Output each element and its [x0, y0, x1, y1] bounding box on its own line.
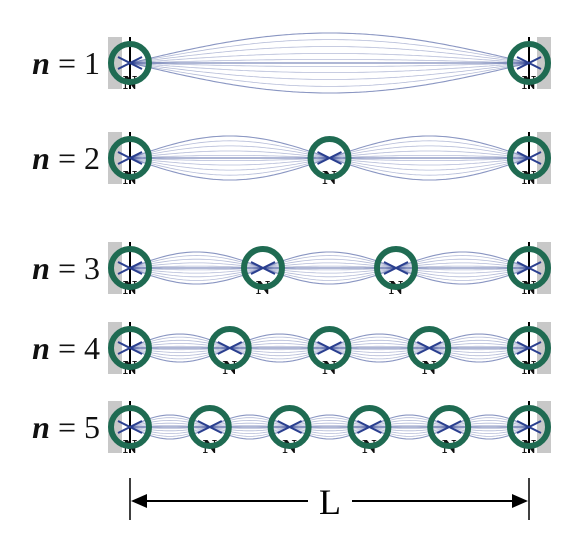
wave-envelope: [129, 262, 530, 274]
mode-row-3: N N N Nn = 3: [32, 242, 551, 299]
wave-envelope: [129, 62, 530, 67]
node-crossing: [516, 420, 542, 434]
node-circle: [241, 246, 285, 290]
node-circle: [108, 326, 152, 370]
node-circle: [507, 41, 551, 85]
mode-label: n = 1: [32, 45, 100, 81]
wave-envelope: [129, 265, 530, 271]
wave-envelope: [129, 419, 530, 435]
node-crossing: [317, 151, 342, 165]
wave-envelope: [129, 422, 530, 432]
node-crossing: [516, 151, 542, 165]
modes-layer: N Nn = 1 N N Nn = 2 N N N Nn = 3 N N N N Nn = 4 N N N N N N…: [32, 32, 551, 458]
wave-envelope: [129, 251, 530, 285]
wave-envelope: [129, 417, 530, 437]
wave-envelope: [129, 62, 530, 80]
node-circle: [507, 246, 551, 290]
mode-label: n = 2: [32, 140, 100, 176]
wave-envelope: [129, 262, 530, 274]
node-crossing: [383, 261, 409, 275]
mode-label: n = 3: [32, 250, 100, 286]
node-circle: [307, 326, 352, 370]
node-circle: [108, 246, 152, 290]
wave-envelope: [129, 255, 530, 281]
node-crossing: [436, 420, 462, 434]
node-crossing: [516, 56, 542, 70]
wave-envelope: [129, 32, 530, 64]
length-arrow-right-head: [512, 494, 528, 508]
wave-envelope: [129, 62, 530, 73]
node-circle: [207, 326, 252, 370]
wave-envelope: [129, 265, 530, 271]
mode-row-4: N N N N Nn = 4: [32, 322, 551, 379]
mode-row-2: N N Nn = 2: [32, 132, 551, 189]
wave-envelope: [129, 255, 530, 281]
mode-label: n = 5: [32, 409, 100, 445]
node-circle: [507, 326, 551, 370]
wave-envelope: [129, 46, 530, 64]
wave-envelope: [129, 39, 530, 64]
wave-envelope: [129, 417, 530, 437]
wave-envelope: [129, 422, 530, 432]
node-crossing: [117, 151, 143, 165]
length-label: L: [319, 482, 341, 522]
wave-envelope: [129, 53, 530, 64]
node-circle: [307, 136, 352, 180]
node-crossing: [117, 56, 143, 70]
node-crossing: [117, 341, 143, 355]
node-crossing: [250, 261, 276, 275]
node-circle: [507, 136, 551, 180]
wave-envelope: [129, 414, 530, 440]
node-circle: [108, 41, 152, 85]
node-circle: [108, 405, 152, 449]
wave-envelope: [129, 59, 530, 64]
mode-row-1: N Nn = 1: [32, 32, 551, 94]
wave-envelope: [129, 419, 530, 435]
node-crossing: [516, 341, 542, 355]
mode-label: n = 4: [32, 330, 100, 366]
wave-envelope: [129, 62, 530, 94]
node-circle: [407, 326, 452, 370]
wave-envelope: [129, 425, 530, 429]
wave-envelope: [129, 258, 530, 278]
wave-envelope: [129, 425, 530, 429]
node-crossing: [416, 341, 442, 355]
node-circle: [187, 405, 232, 449]
node-crossing: [217, 341, 243, 355]
node-circle: [374, 246, 418, 290]
node-crossing: [117, 420, 143, 434]
node-crossing: [277, 420, 303, 434]
node-crossing: [317, 341, 342, 355]
node-circle: [347, 405, 392, 449]
wave-envelope: [129, 62, 530, 87]
node-circle: [507, 405, 551, 449]
node-circle: [427, 405, 472, 449]
length-dimension: L: [129, 478, 530, 522]
node-crossing: [117, 261, 143, 275]
node-circle: [267, 405, 312, 449]
wave-envelope: [129, 258, 530, 278]
mode-row-5: N N N N N Nn = 5: [32, 401, 551, 458]
wave-envelope: [129, 251, 530, 285]
length-arrow-left-head: [131, 494, 147, 508]
node-crossing: [356, 420, 382, 434]
node-crossing: [197, 420, 223, 434]
node-crossing: [516, 261, 542, 275]
node-circle: [108, 136, 152, 180]
wave-envelope: [129, 414, 530, 440]
